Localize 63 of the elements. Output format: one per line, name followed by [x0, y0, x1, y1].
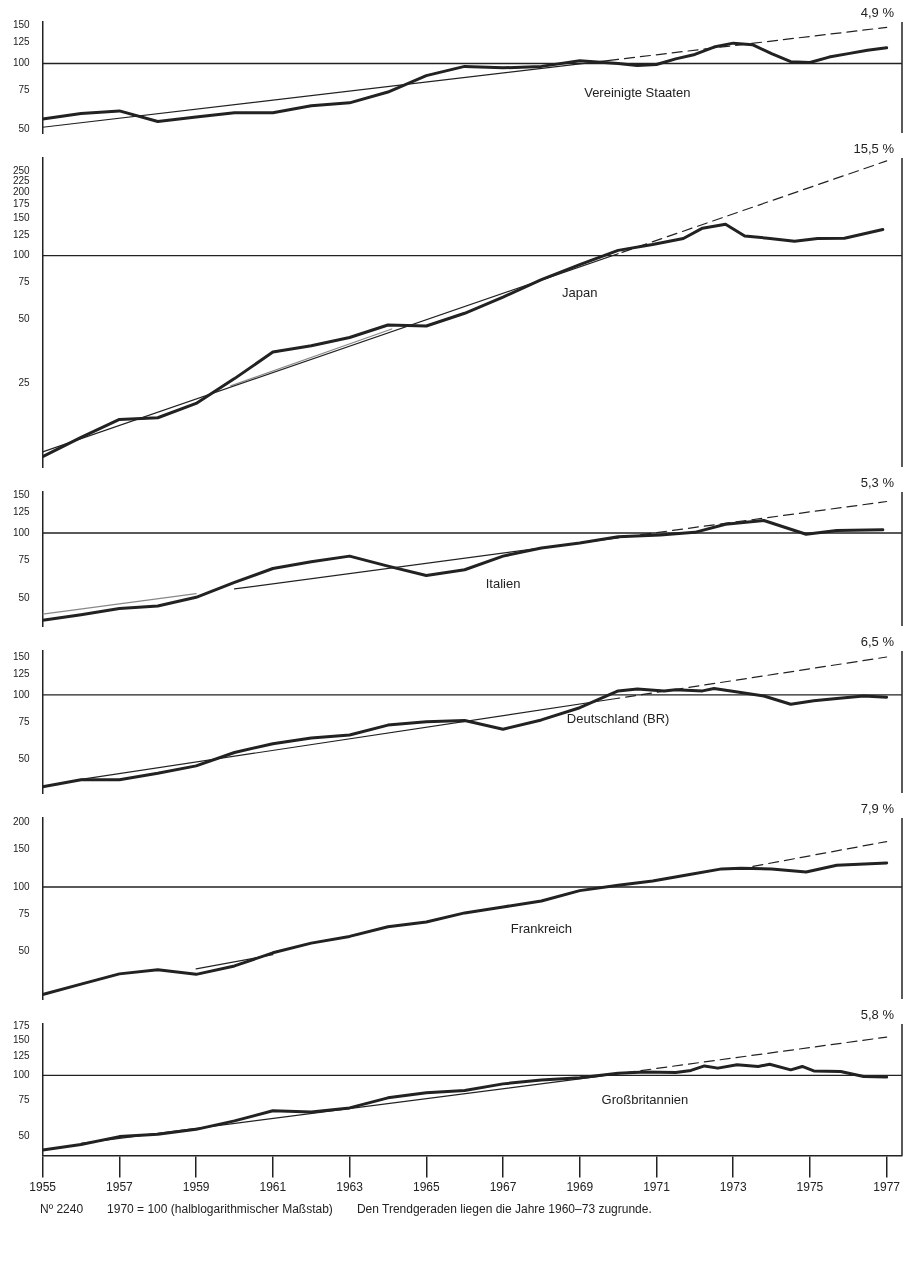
series-label: Frankreich — [510, 921, 573, 937]
y-tick-label: 125 — [13, 505, 31, 517]
x-tick-label: 1955 — [29, 1180, 57, 1195]
text: 4,9 % — [860, 5, 895, 21]
y-tick-label: 25 — [18, 376, 31, 388]
y-tick-label: 75 — [18, 84, 31, 96]
text: 15,5 % — [853, 141, 895, 157]
y-tick-label: 125 — [13, 667, 31, 679]
y-tick-label: 75 — [18, 275, 31, 287]
y-tick-label: 150 — [13, 650, 31, 662]
text: 5,8 % — [860, 1007, 895, 1023]
y-tick-label: 225 — [13, 175, 31, 187]
x-tick-label: 1969 — [566, 1180, 594, 1195]
y-tick-label: 100 — [13, 688, 31, 700]
y-tick-label: 75 — [18, 553, 31, 565]
y-tick-label: 100 — [13, 526, 31, 538]
series-label: Italien — [485, 576, 521, 592]
y-tick-label: 50 — [18, 591, 31, 603]
y-tick-label: 50 — [18, 313, 31, 325]
y-tick-label: 125 — [13, 228, 31, 240]
y-tick-label: 125 — [13, 36, 31, 48]
y-tick-label: 100 — [13, 249, 31, 261]
y-tick-label: 200 — [13, 816, 31, 828]
x-tick-label: 1975 — [796, 1180, 824, 1195]
y-tick-label: 50 — [18, 1129, 31, 1141]
y-tick-label: 75 — [18, 715, 31, 727]
y-tick-label: 50 — [18, 945, 31, 957]
x-tick-label: 1963 — [336, 1180, 364, 1195]
y-tick-label: 50 — [18, 122, 31, 134]
series-label: Vereinigte Staaten — [584, 85, 691, 101]
y-tick-label: 50 — [18, 753, 31, 765]
x-tick-label: 1961 — [259, 1180, 287, 1195]
x-tick-label: 1967 — [489, 1180, 517, 1195]
text: Nº 2240 — [40, 1202, 84, 1216]
x-tick-label: 1977 — [873, 1180, 901, 1195]
y-tick-label: 75 — [18, 1094, 31, 1106]
x-tick-label: 1959 — [182, 1180, 210, 1195]
text: Den Trendgeraden liegen die Jahre 1960–73 zugrunde. — [356, 1202, 652, 1216]
y-tick-label: 150 — [13, 18, 31, 30]
x-tick-label: 1965 — [412, 1180, 440, 1195]
y-tick-label: 200 — [13, 185, 31, 197]
x-tick-label: 1957 — [106, 1180, 134, 1195]
y-tick-label: 150 — [13, 488, 31, 500]
text: 1970 = 100 (halblogarithmischer Maßstab) — [107, 1202, 333, 1216]
text: 5,3 % — [860, 475, 895, 491]
y-tick-label: 100 — [13, 880, 31, 892]
y-tick-label: 150 — [13, 1033, 31, 1045]
series-label: Großbritannien — [601, 1092, 689, 1108]
text: 6,5 % — [860, 634, 895, 650]
y-tick-label: 75 — [18, 907, 31, 919]
y-tick-label: 250 — [13, 165, 31, 177]
x-tick-label: 1971 — [643, 1180, 671, 1195]
y-tick-label: 150 — [13, 212, 31, 224]
y-tick-label: 100 — [13, 57, 31, 69]
y-tick-label: 100 — [13, 1069, 31, 1081]
y-tick-label: 175 — [13, 198, 31, 210]
series-label: Japan — [562, 284, 598, 300]
y-tick-label: 125 — [13, 1049, 31, 1061]
series-label: Deutschland (BR) — [566, 710, 670, 726]
text: 7,9 % — [860, 801, 895, 817]
y-tick-label: 175 — [13, 1020, 31, 1032]
x-tick-label: 1973 — [719, 1180, 747, 1195]
y-tick-label: 150 — [13, 843, 31, 855]
